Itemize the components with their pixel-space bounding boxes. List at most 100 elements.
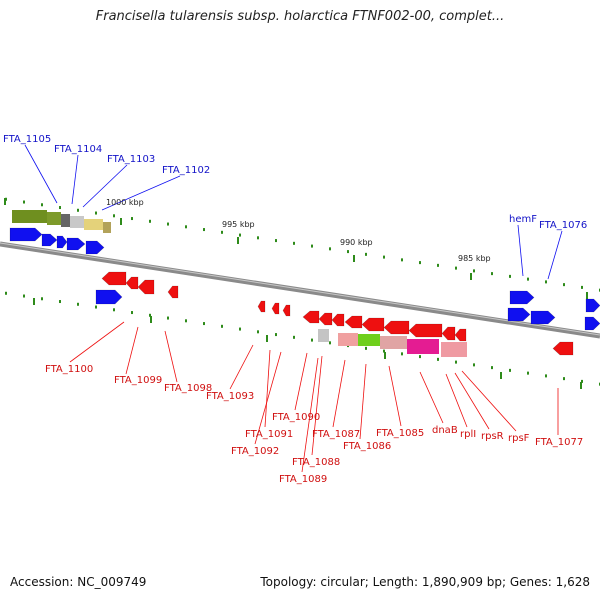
tick-minor [113,214,115,218]
leader-line-plus [547,230,563,280]
tick-minor [383,255,385,259]
gene-arrow-minus [282,304,291,317]
tick-major [4,198,6,205]
tick-minor [383,349,385,353]
gene-label-minus: FTA_1100 [45,364,93,375]
tick-major [586,292,588,299]
tick-minor [257,330,259,334]
gene-arrow-minus [441,326,456,341]
tick-minor [167,316,169,320]
leader-line-minus [419,371,444,424]
gene-label-minus: FTA_1086 [343,441,391,452]
tick-major [500,372,502,379]
gene-arrow-plus [41,233,58,247]
leader-line-minus [69,321,125,363]
gene-arrow-minus [101,271,127,286]
tick-major [470,273,472,280]
tick-minor [311,338,313,342]
gene-arrow-plus [530,310,556,325]
leader-line-plus [82,164,128,208]
gene-label-plus: FTA_1105 [3,134,51,145]
gene-arrow-plus [56,235,68,249]
gene-label-minus: rplI [460,429,476,440]
gene-arrow-minus [344,315,363,329]
tick-major [150,316,152,323]
gene-arrow-minus [257,300,266,313]
gene-arrow-plus [509,290,535,305]
gene-arrow-minus [361,317,385,332]
tick-minor [23,294,25,298]
tick-minor [275,239,277,243]
leader-line-minus [311,355,323,456]
map-title: Francisella tularensis subsp. holarctica… [95,9,505,24]
feature-block-olive [47,212,61,225]
tick-minor [221,230,223,234]
tick-minor [203,322,205,326]
tick-minor [293,241,295,245]
tick-minor [473,269,475,273]
gene-arrow-plus [95,289,123,305]
scale-label: 990 kbp [340,238,373,247]
tick-minor [275,333,277,337]
gene-arrow-minus [383,320,410,335]
tick-minor [437,263,439,267]
tick-minor [59,206,61,210]
tick-minor [455,360,457,364]
tick-major [120,218,122,225]
tick-minor [527,371,529,375]
genome-backbone-highlight [0,242,600,336]
gene-arrow-minus [125,276,139,290]
scale-labels: 1000 kbp 995 kbp 990 kbp 985 kbp [106,198,491,263]
tick-minor [221,324,223,328]
gene-label-minus: rpsR [481,431,504,442]
feature-block-magenta [407,339,439,354]
tick-minor [329,247,331,251]
leader-line-plus [24,144,58,204]
tick-minor [59,300,61,304]
gene-label-minus: dnaB [432,425,458,436]
gene-arrow-plus [584,316,600,331]
gene-arrow-minus [271,302,280,315]
accession-text: Accession: NC_009749 [10,575,147,589]
tick-minor [239,327,241,331]
gene-arrow-plus [66,237,86,251]
tick-minor [5,291,7,295]
leader-line-minus [164,330,178,383]
feature-block-yellow [84,219,103,230]
tick-minor [203,228,205,232]
tick-minor [329,341,331,345]
gene-label-minus: FTA_1093 [206,391,254,402]
gene-arrows [9,227,600,356]
gene-label-plus: hemF [509,214,537,225]
tick-minor [509,368,511,372]
tick-minor [41,297,43,301]
gene-arrow-minus [454,328,467,342]
leader-line-minus [454,372,490,430]
tick-minor [545,280,547,284]
feature-block-pink [380,336,407,349]
tick-major [580,382,582,389]
leader-line-minus [229,344,254,390]
leader-line-plus [517,224,524,277]
tick-minor [455,266,457,270]
leader-line-minus [125,326,139,375]
feature-block-green [358,334,380,346]
tick-minor [581,285,583,289]
gene-label-minus: FTA_1098 [164,383,212,394]
leader-line-minus [301,357,319,473]
tick-minor [41,203,43,207]
gene-label-minus: FTA_1087 [312,429,360,440]
tick-minor [131,311,133,315]
tick-minor [419,355,421,359]
tick-major [266,335,268,342]
gene-label-minus: FTA_1099 [114,375,162,386]
tick-major [33,298,35,305]
leader-line-minus [254,351,282,445]
tick-minor [77,208,79,212]
tick-minor [491,272,493,276]
tick-minor [257,236,259,240]
gene-label-minus: FTA_1088 [292,457,340,468]
tick-minor [545,374,547,378]
scale-label: 985 kbp [458,254,491,263]
